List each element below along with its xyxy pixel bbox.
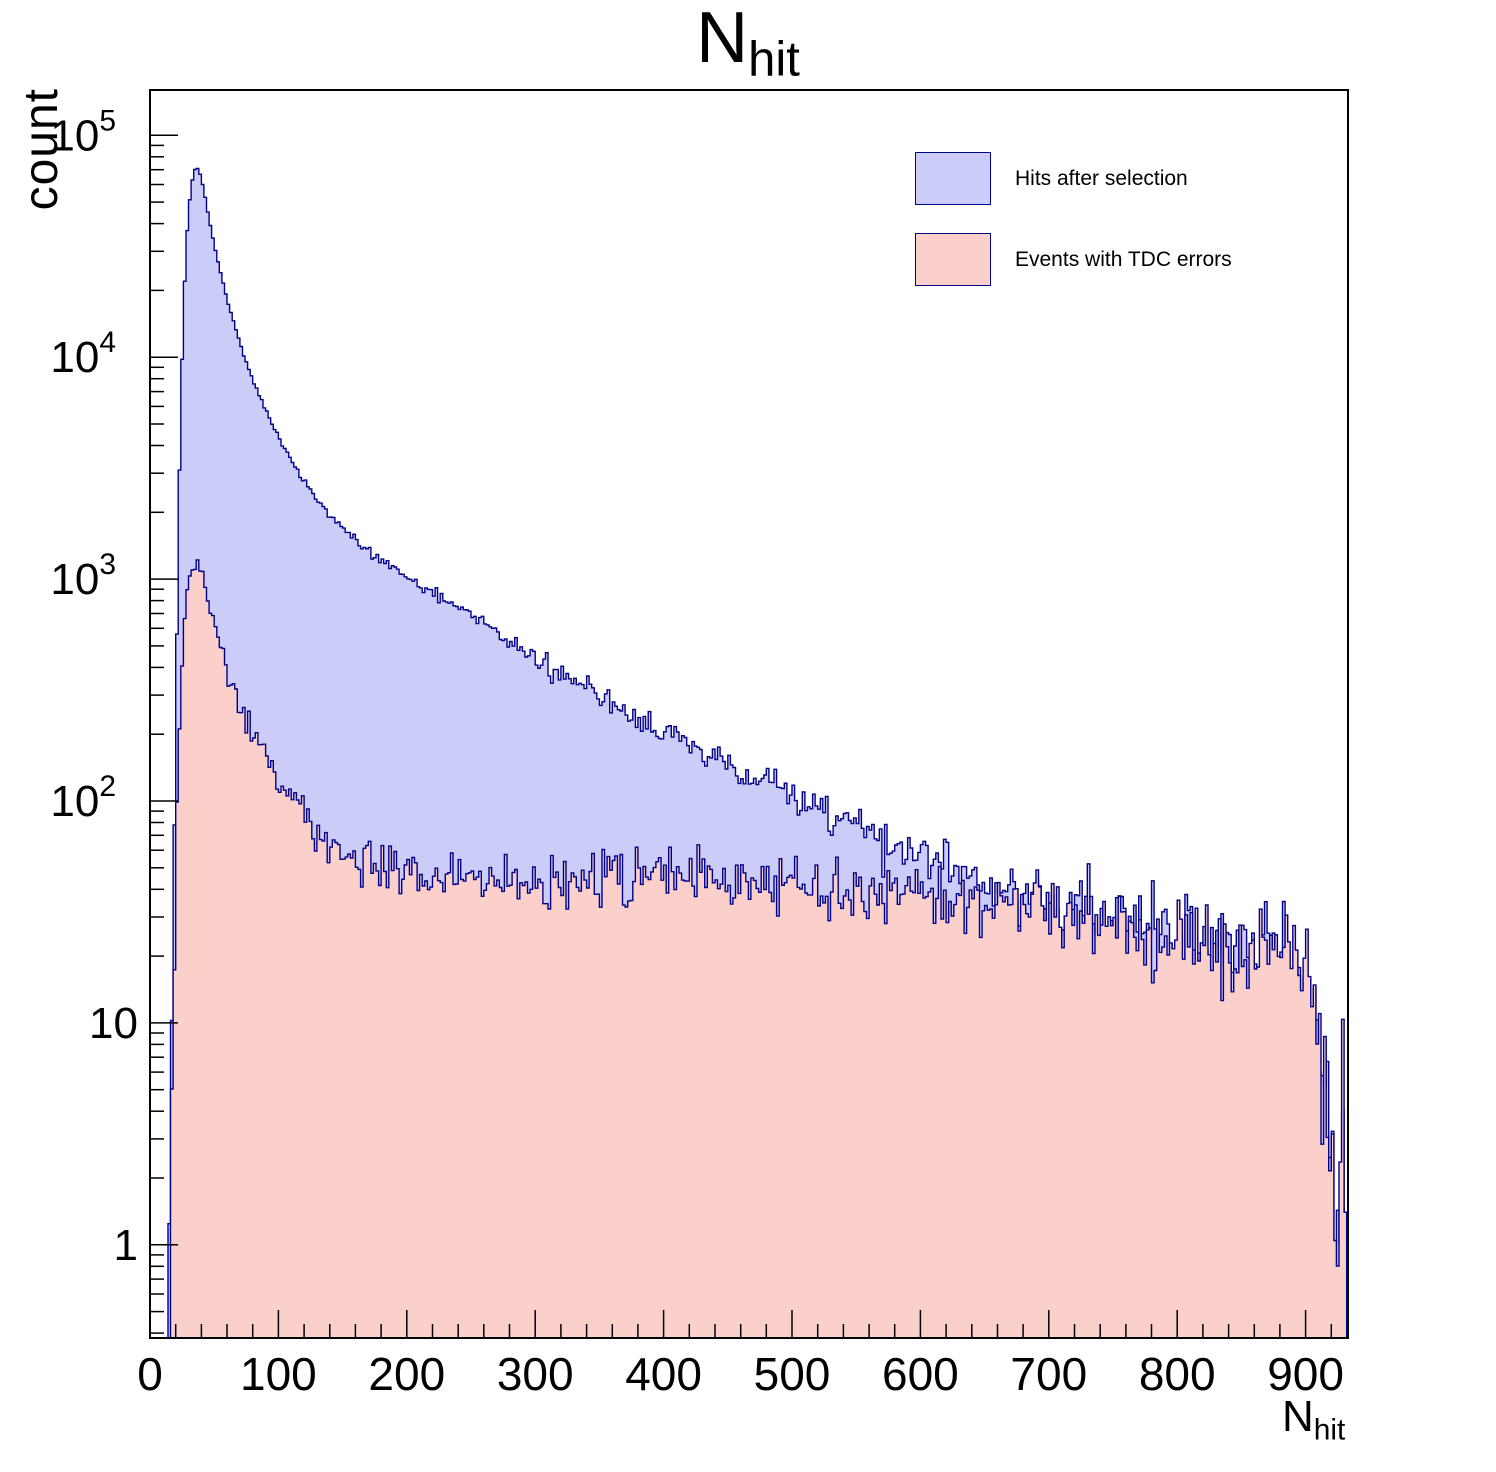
- y-axis-title: count: [15, 88, 68, 211]
- x-tick-label: 600: [882, 1348, 959, 1400]
- x-axis-title-sub: hit: [1313, 1413, 1346, 1447]
- chart-title-main: N: [696, 0, 749, 78]
- series-group: [167, 167, 1348, 1339]
- legend-item-hits: Hits after selection: [915, 152, 1232, 205]
- legend-item-tdc-errors: Events with TDC errors: [915, 233, 1232, 286]
- x-tick-label: 100: [240, 1348, 317, 1400]
- legend-label-hits: Hits after selection: [1015, 166, 1188, 190]
- y-tick-label: 105: [50, 104, 116, 160]
- x-tick-label: 400: [625, 1348, 702, 1400]
- x-axis-title: Nhit: [1282, 1392, 1345, 1447]
- y-tick-label: 10: [89, 999, 138, 1048]
- y-tick-label: 103: [50, 548, 116, 604]
- series-tdc-errors: [168, 559, 1348, 1339]
- legend: Hits after selection Events with TDC err…: [915, 152, 1232, 314]
- y-tick-label: 102: [50, 770, 116, 826]
- x-axis-title-main: N: [1282, 1392, 1314, 1441]
- y-tick-labels: 1 10 102 103 104 105: [50, 104, 138, 1270]
- legend-swatch-tdc-errors: [915, 233, 991, 286]
- x-tick-label: 300: [497, 1348, 574, 1400]
- y-axis-ticks: [150, 134, 178, 1334]
- x-tick-label: 200: [368, 1348, 445, 1400]
- chart-title: Nhit: [0, 2, 1496, 85]
- y-tick-label: 104: [50, 326, 116, 382]
- chart-title-sub: hit: [748, 32, 800, 87]
- x-tick-label: 800: [1139, 1348, 1216, 1400]
- x-tick-label: 700: [1010, 1348, 1087, 1400]
- x-tick-labels: 0 100 200 300 400 500 600 700 800 900: [137, 1348, 1344, 1400]
- plot-frame: [149, 89, 1349, 1339]
- x-tick-label: 0: [137, 1348, 163, 1400]
- legend-label-tdc-errors: Events with TDC errors: [1015, 247, 1232, 271]
- x-tick-label: 900: [1267, 1348, 1344, 1400]
- x-tick-label: 500: [754, 1348, 831, 1400]
- y-tick-label: 1: [114, 1221, 138, 1270]
- legend-swatch-hits: [915, 152, 991, 205]
